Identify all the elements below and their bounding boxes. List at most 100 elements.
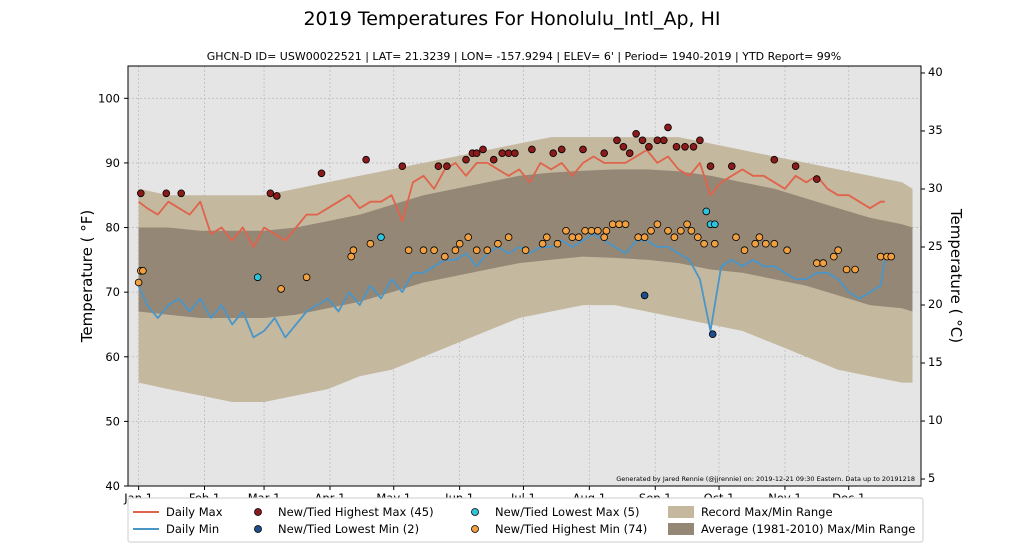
legend-box [127,497,924,543]
y-axis-label-left: Temperature ( °F) [78,210,96,343]
record-point [647,227,655,235]
record-point [812,175,821,183]
record-point [681,143,689,151]
record-point [700,239,708,248]
y-right-tick-label: 10 [928,413,943,427]
record-point [472,149,481,158]
record-point [528,145,536,154]
record-point [615,220,623,229]
record-point [687,227,696,235]
y-right-tick-label: 30 [928,181,943,195]
plot-frame [127,65,922,487]
credit-note: Generated by Jared Rennie (@jjrennie) on… [616,475,915,483]
record-point [317,169,326,178]
legend-label: New/Tied Highest Max (45) [278,505,434,519]
record-point [664,227,672,235]
record-point [727,162,736,171]
range-bands [138,137,913,402]
record-point [253,273,262,282]
record-point [638,136,647,145]
record-point [430,246,438,255]
record-point [302,273,311,282]
y-tick-label: 40 [105,479,120,493]
y-tick-label: 70 [105,285,120,299]
series-lines [137,149,886,339]
record-point [834,246,842,255]
legend-swatch-point [471,525,479,533]
record-point [812,259,821,267]
legend-label: Daily Min [166,522,219,536]
record-point [434,162,443,171]
y-right-tick-label: 25 [928,239,943,253]
record-point [819,259,827,267]
record-point [876,252,885,261]
record-point [625,149,634,158]
record-point [621,220,630,229]
y-right-tick-label: 40 [928,65,943,79]
record-point [455,239,464,248]
record-point [579,145,587,154]
record-point [562,227,570,235]
record-point [581,227,589,235]
record-point [587,227,596,235]
record-point [761,239,770,248]
legend-swatch-patch [668,523,694,535]
record-point [137,189,145,198]
legend-swatch-point [254,508,262,516]
record-point [362,155,370,164]
record-point [683,220,691,229]
y-right-tick-label: 20 [928,297,943,311]
y-right-tick-label: 35 [928,123,943,137]
chart-subtitle: GHCN-D ID= USW00022521 | LAT= 21.3239 | … [207,50,842,63]
record-point [377,233,385,242]
record-point [600,233,608,242]
record-point [702,207,711,216]
record-point [770,155,779,164]
record-point [791,162,800,171]
record-point [134,278,143,287]
record-point [755,233,764,242]
record-point [574,233,583,242]
record-point [710,239,719,248]
record-point [842,265,851,274]
record-point [549,149,557,158]
y-right-tick-label: 15 [928,355,943,369]
legend: Daily Max New/Tied Highest Max (45) New/Ti… [133,505,915,536]
record-point [740,246,749,255]
legend-label: Record Max/Min Range [701,505,833,519]
record-point [689,143,698,151]
record-point [521,246,530,255]
record-point [670,233,679,242]
record-point [613,136,621,145]
record-point [489,155,498,164]
record-point [479,145,487,154]
record-point [542,233,551,242]
record-point [640,291,649,300]
record-point [696,136,704,145]
record-point [653,136,662,145]
record-point [443,162,451,171]
record-point [277,285,285,293]
legend-swatch-patch [668,506,694,518]
record-point [483,246,492,255]
record-point [708,330,717,339]
record-point [829,252,838,261]
record-point [568,233,577,242]
legend-label: Daily Max [166,505,223,519]
legend-label: Average (1981-2010) Max/Min Range [701,522,915,536]
record-point [557,145,566,154]
legend-label: New/Tied Lowest Min (2) [278,522,419,536]
record-point [634,233,642,242]
record-point [464,233,473,242]
series-line-daily-max [138,149,885,248]
record-point [498,149,507,158]
record-point [632,130,640,138]
record-point [706,162,715,171]
y-axis-label-right: Temperature ( °C) [947,208,965,343]
legend-swatch-point [471,508,479,516]
record-point [451,246,460,255]
record-point [619,143,628,151]
record-point [347,252,356,261]
legend-label: New/Tied Highest Min (74) [495,522,647,536]
